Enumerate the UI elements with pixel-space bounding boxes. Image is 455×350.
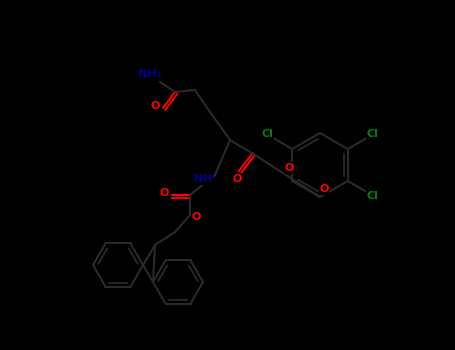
- Text: Cl: Cl: [367, 191, 379, 201]
- Text: NH: NH: [194, 174, 212, 184]
- Text: NH₂: NH₂: [138, 69, 162, 79]
- Text: O: O: [191, 212, 201, 222]
- Text: O: O: [233, 174, 242, 184]
- Text: O: O: [319, 184, 329, 194]
- Text: Cl: Cl: [367, 129, 379, 139]
- Text: O: O: [150, 101, 160, 111]
- Text: O: O: [285, 163, 294, 173]
- Text: Cl: Cl: [261, 129, 273, 139]
- Text: O: O: [159, 188, 169, 198]
